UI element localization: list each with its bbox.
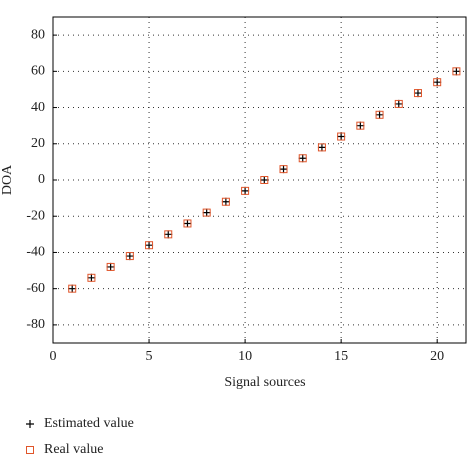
marker-plus <box>279 165 288 174</box>
y-tick-label: 40 <box>31 100 45 115</box>
marker-square <box>375 110 384 119</box>
x-tick-label: 0 <box>50 349 57 364</box>
marker-square <box>202 208 211 217</box>
marker-plus <box>106 262 115 271</box>
marker-square <box>317 143 326 152</box>
marker-square <box>164 230 173 239</box>
marker-plus <box>202 208 211 217</box>
y-tick-label: 80 <box>31 27 45 42</box>
marker-square <box>433 78 442 87</box>
marker-plus <box>221 197 230 206</box>
marker-square <box>68 284 77 293</box>
marker-square <box>337 132 346 141</box>
y-tick-label: -20 <box>26 208 45 223</box>
marker-plus <box>317 143 326 152</box>
marker-plus <box>413 89 422 98</box>
marker-square <box>106 262 115 271</box>
marker-square <box>125 252 134 261</box>
marker-plus <box>394 99 403 108</box>
marker-plus <box>183 219 192 228</box>
y-tick-label: -60 <box>26 281 45 296</box>
x-tick-label: 10 <box>238 349 252 364</box>
y-tick-label: -40 <box>26 245 45 260</box>
marker-plus <box>375 110 384 119</box>
marker-plus <box>298 154 307 163</box>
y-axis-label: DOA <box>0 164 15 195</box>
marker-square <box>87 273 96 282</box>
marker-plus <box>337 132 346 141</box>
marker-plus <box>87 273 96 282</box>
marker-plus <box>452 67 461 76</box>
marker-square <box>452 67 461 76</box>
marker-square <box>279 165 288 174</box>
x-tick-label: 20 <box>430 349 444 364</box>
y-tick-label: 0 <box>38 172 45 187</box>
marker-plus <box>26 420 34 428</box>
marker-square <box>394 99 403 108</box>
y-tick-label: 60 <box>31 64 45 79</box>
marker-square <box>183 219 192 228</box>
marker-plus <box>356 121 365 130</box>
x-tick-label: 5 <box>146 349 153 364</box>
legend-label: Real value <box>44 442 103 457</box>
marker-plus <box>125 252 134 261</box>
marker-square <box>241 186 250 195</box>
marker-plus <box>260 176 269 184</box>
y-tick-label: 20 <box>31 136 45 151</box>
marker-plus <box>145 241 154 250</box>
marker-plus <box>241 186 250 195</box>
marker-square <box>221 197 230 206</box>
x-axis-label: Signal sources <box>224 375 305 390</box>
legend-label: Estimated value <box>44 416 134 431</box>
marker-plus <box>164 230 173 239</box>
marker-square <box>26 446 34 454</box>
marker-square <box>260 176 269 184</box>
marker-square <box>145 241 154 250</box>
marker-plus <box>433 78 442 87</box>
marker-square <box>413 89 422 98</box>
x-tick-label: 15 <box>334 349 348 364</box>
y-tick-label: -80 <box>26 317 45 332</box>
plot-frame <box>52 16 467 344</box>
marker-plus <box>68 284 77 293</box>
marker-square <box>356 121 365 130</box>
marker-square <box>298 154 307 163</box>
